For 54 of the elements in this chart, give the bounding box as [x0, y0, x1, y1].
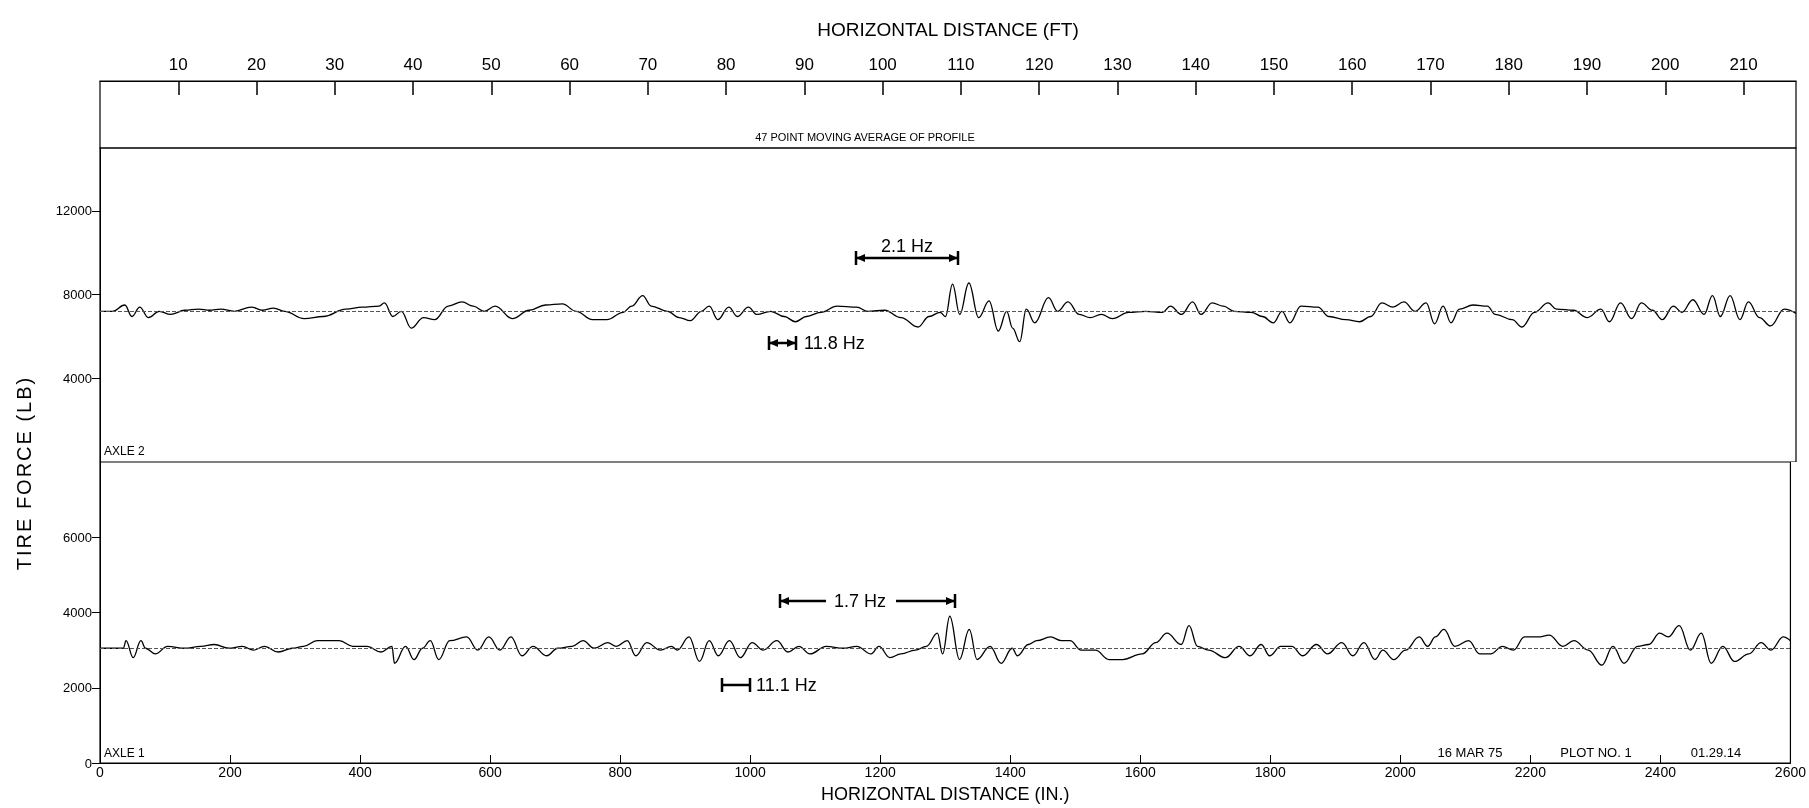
y-tick-label: 4000 — [63, 605, 92, 620]
x-tick-label: 2400 — [1644, 764, 1677, 780]
annotation: 11.1 Hz — [756, 675, 817, 695]
x-tick-label: 2200 — [1514, 764, 1547, 780]
annotation: 2.1 Hz — [880, 236, 934, 256]
annotation: 16 MAR 75 — [1437, 744, 1503, 760]
x-tick-label: 200 — [218, 764, 242, 780]
x2-tick-label: 150 — [1259, 55, 1289, 74]
x2-tick-label: 110 — [947, 55, 975, 74]
x2-tick-label: 80 — [716, 55, 736, 74]
x2-tick-label: 160 — [1338, 55, 1367, 74]
x2-tick-label: 140 — [1181, 55, 1210, 74]
x-tick-label: 600 — [478, 764, 502, 780]
x2-tick-label: 50 — [481, 55, 501, 74]
y-axis-title: TIRE FORCE (LB) — [12, 375, 36, 571]
y-tick-label: 2000 — [63, 680, 92, 696]
x2-axis-title: HORIZONTAL DISTANCE (FT) — [817, 19, 1079, 40]
x2-tick-label: 20 — [247, 55, 266, 74]
y-tick-label: 6000 — [63, 529, 92, 545]
x2-tick-label: 210 — [1729, 55, 1758, 74]
x2-tick-label: 130 — [1103, 55, 1132, 74]
x-tick-label: 800 — [608, 764, 633, 780]
x-tick-label: 0 — [96, 764, 105, 780]
y-tick-label: 12000 — [55, 203, 92, 219]
x2-tick-label: 30 — [325, 55, 345, 74]
x2-tick-label: 120 — [1024, 55, 1054, 74]
y-tick-label: 4000 — [63, 370, 92, 386]
x2-tick-label: 60 — [560, 55, 580, 74]
x2-tick-label: 40 — [403, 55, 423, 74]
x2-tick-label: 170 — [1416, 55, 1445, 74]
x2-tick-label: 90 — [794, 55, 814, 74]
x-tick-label: 1600 — [1124, 764, 1157, 780]
x-tick-label: 400 — [348, 764, 372, 780]
annotation: 11.8 Hz — [804, 333, 865, 353]
x-tick-label: 1200 — [864, 764, 896, 780]
text: 47 POINT MOVING AVERAGE OF PROFILE — [755, 131, 975, 143]
x2-tick-label: 10 — [168, 55, 188, 74]
x-tick-label: 1800 — [1254, 764, 1287, 780]
x2-tick-label: 100 — [868, 55, 897, 74]
x2-tick-label: 190 — [1572, 55, 1602, 74]
x-tick-label: 1400 — [994, 764, 1027, 780]
annotation: 01.29.14 — [1690, 744, 1742, 760]
annotation: AXLE 2 — [104, 444, 146, 458]
x-axis-title: HORIZONTAL DISTANCE (IN.) — [820, 784, 1070, 804]
annotation: PLOT NO. 1 — [1560, 744, 1632, 760]
x2-tick-label: 180 — [1494, 55, 1523, 74]
x-tick-label: 1000 — [734, 764, 766, 780]
x-tick-label: 2600 — [1774, 764, 1807, 780]
annotation: AXLE 1 — [104, 746, 146, 760]
x2-tick-label: 70 — [638, 55, 658, 74]
y-tick-label: 8000 — [63, 287, 92, 303]
x2-tick-label: 200 — [1651, 55, 1680, 74]
annotation: 1.7 Hz — [833, 591, 887, 611]
x-tick-label: 2000 — [1384, 764, 1417, 780]
